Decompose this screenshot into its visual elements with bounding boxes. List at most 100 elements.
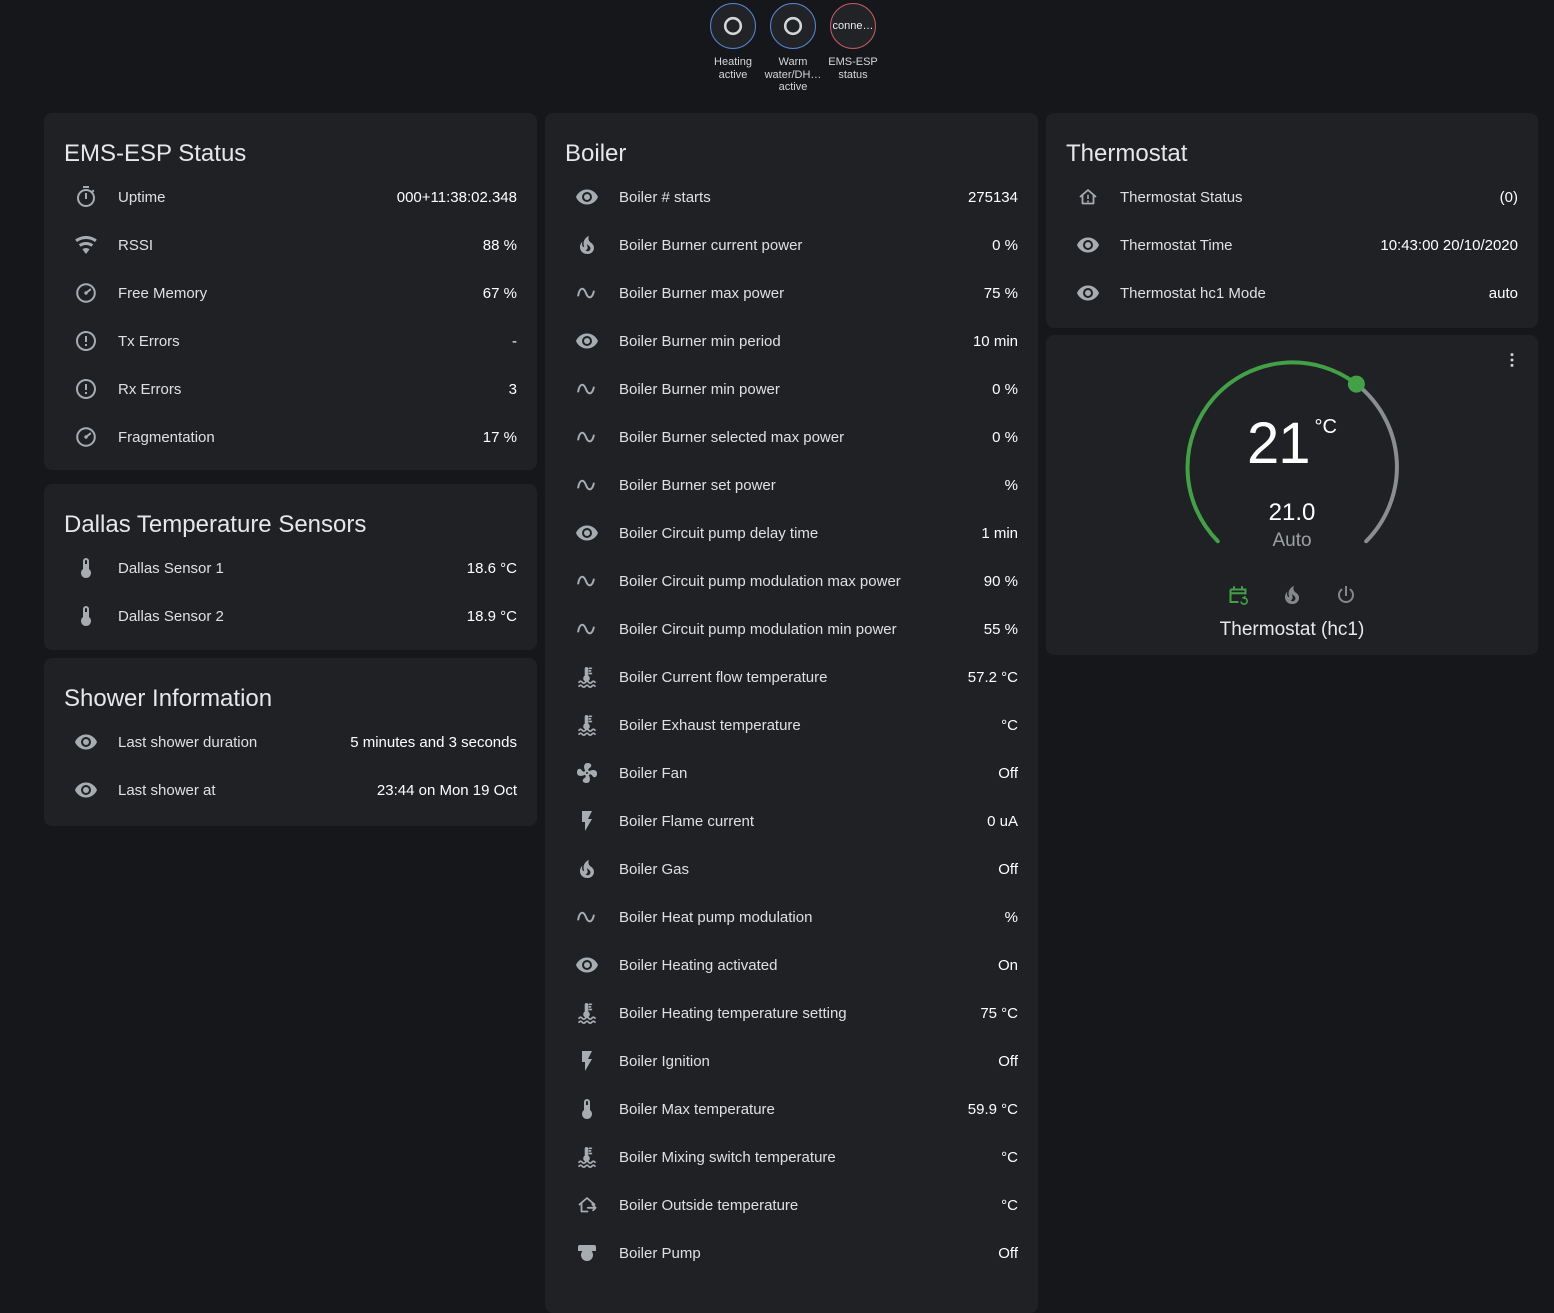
shower-information-card: Shower Information Last shower duration 5… [44, 658, 537, 826]
off-mode-button[interactable] [1334, 583, 1358, 607]
entity-row[interactable]: Boiler Heating activated On [565, 941, 1018, 989]
entity-row[interactable]: Boiler Current flow temperature 57.2 °C [565, 653, 1018, 701]
gauge-icon [74, 425, 98, 449]
dial-knob[interactable] [1347, 375, 1365, 393]
entity-label: RSSI [118, 236, 154, 254]
entity-row[interactable]: Dallas Sensor 2 18.9 °C [64, 592, 517, 640]
entity-label: Boiler # starts [619, 188, 711, 206]
column-right: Thermostat Thermostat Status (0) Thermosta… [1046, 113, 1538, 1313]
eye-icon [575, 521, 599, 545]
entity-value: 17 % [482, 428, 517, 446]
entity-label: Boiler Current flow temperature [619, 668, 828, 686]
entity-row[interactable]: Boiler Burner selected max power 0 % [565, 413, 1018, 461]
thermometer-icon [74, 556, 98, 580]
power-icon [1334, 583, 1358, 607]
fire-icon [575, 857, 599, 881]
entity-row[interactable]: Boiler Burner min power 0 % [565, 365, 1018, 413]
entity-label: Boiler Max temperature [619, 1100, 775, 1118]
entity-row[interactable]: Last shower duration 5 minutes and 3 seco… [64, 718, 517, 766]
entity-row[interactable]: Boiler Ignition Off [565, 1037, 1018, 1085]
entity-row[interactable]: Boiler Burner set power% [565, 461, 1018, 509]
entity-row[interactable]: Boiler # starts 275134 [565, 173, 1018, 221]
thermostat-status-card: Thermostat Thermostat Status (0) Thermosta… [1046, 113, 1538, 328]
entity-row[interactable]: Boiler Max temperature 59.9 °C [565, 1085, 1018, 1133]
entity-row[interactable]: Boiler Circuit pump delay time 1 min [565, 509, 1018, 557]
entity-row[interactable]: Boiler Heating temperature setting 75 °C [565, 989, 1018, 1037]
entity-row[interactable]: Boiler Circuit pump modulation min power… [565, 605, 1018, 653]
fan-icon [575, 761, 599, 785]
entity-value: 5 minutes and 3 seconds [350, 733, 517, 751]
sine-wave-icon [575, 617, 599, 641]
entity-row[interactable]: Boiler Burner min period 10 min [565, 317, 1018, 365]
dashboard-columns: EMS-ESP Status Uptime 000+11:38:02.348 RSS… [44, 113, 1538, 1313]
thermostat-dial[interactable] [1167, 347, 1417, 582]
entity-row[interactable]: Boiler Pump Off [565, 1229, 1018, 1277]
entity-label: Boiler Burner current power [619, 236, 803, 254]
card-title: Boiler [565, 140, 627, 167]
badge-circle [770, 3, 816, 49]
card-title: Shower Information [64, 685, 273, 712]
boiler-card: Boiler Boiler # starts 275134 Boiler Burne… [545, 113, 1038, 1313]
entity-row[interactable]: Boiler Outside temperature °C [565, 1181, 1018, 1229]
entity-value: 3 [508, 380, 517, 398]
entity-label: Boiler Burner set power [619, 476, 776, 494]
entity-row[interactable]: Boiler Circuit pump modulation max power… [565, 557, 1018, 605]
entity-row[interactable]: Uptime 000+11:38:02.348 [64, 173, 517, 221]
entity-row[interactable]: Boiler Flame current 0 uA [565, 797, 1018, 845]
entity-value: Off [998, 860, 1018, 878]
entity-row[interactable]: Boiler Fan Off [565, 749, 1018, 797]
entity-label: Last shower at [118, 781, 216, 799]
entity-row[interactable]: Boiler Burner current power 0 % [565, 221, 1018, 269]
entity-row[interactable]: Free Memory 67 % [64, 269, 517, 317]
entity-row[interactable]: Fragmentation 17 % [64, 413, 517, 461]
entity-row[interactable]: Boiler Mixing switch temperature °C [565, 1133, 1018, 1181]
entity-label: Boiler Circuit pump delay time [619, 524, 819, 542]
pump-icon [575, 1241, 599, 1265]
entity-value: Off [998, 764, 1018, 782]
dial-track [1354, 382, 1399, 544]
entity-value: % [1004, 476, 1018, 494]
entity-row[interactable]: Boiler Heat pump modulation% [565, 893, 1018, 941]
entity-value: 75 °C [980, 1004, 1018, 1022]
entity-row[interactable]: Thermostat hc1 Mode auto [1066, 269, 1518, 317]
entity-value: Off [998, 1052, 1018, 1070]
entity-label: Boiler Exhaust temperature [619, 716, 801, 734]
entity-row[interactable]: Last shower at 23:44 on Mon 19 Oct [64, 766, 517, 814]
radiobox-blank-icon [780, 13, 806, 39]
eye-icon [74, 730, 98, 754]
card-title: EMS-ESP Status [64, 140, 247, 167]
entity-value: 000+11:38:02.348 [396, 188, 517, 206]
entity-row[interactable]: Boiler Exhaust temperature °C [565, 701, 1018, 749]
more-options-button[interactable] [1502, 349, 1522, 371]
entity-row[interactable]: RSSI 88 % [64, 221, 517, 269]
heat-mode-button[interactable] [1280, 583, 1304, 607]
coolant-icon [575, 713, 599, 737]
entity-label: Boiler Heating temperature setting [619, 1004, 847, 1022]
target-temperature: 21.0 [1268, 499, 1316, 526]
coolant-icon [575, 1145, 599, 1169]
entity-value: 18.9 °C [466, 607, 517, 625]
badge-warm-water-active[interactable]: Warm water/DH… active [764, 3, 822, 94]
entity-row[interactable]: Tx Errors - [64, 317, 517, 365]
entity-row[interactable]: Thermostat Time 10:43:00 20/10/2020 [1066, 221, 1518, 269]
badge-ems-esp-status[interactable]: conne… EMS-ESP status [824, 3, 882, 94]
entity-row[interactable]: Rx Errors 3 [64, 365, 517, 413]
current-temperature: 21 °C [1247, 411, 1337, 476]
entity-value: 88 % [482, 236, 517, 254]
card-title: Dallas Temperature Sensors [64, 511, 367, 538]
entity-label: Boiler Ignition [619, 1052, 710, 1070]
entity-value: °C [1001, 1148, 1018, 1166]
entity-label: Thermostat Time [1120, 236, 1233, 254]
dots-vertical-icon [1502, 349, 1522, 371]
entity-row[interactable]: Thermostat Status (0) [1066, 173, 1518, 221]
schedule-mode-button[interactable] [1226, 583, 1250, 607]
entity-value: 10 min [972, 332, 1018, 350]
fire-icon [575, 233, 599, 257]
badge-circle [710, 3, 756, 49]
entity-row[interactable]: Boiler Burner max power 75 % [565, 269, 1018, 317]
entity-value: auto [1488, 284, 1518, 302]
wifi-icon [74, 233, 98, 257]
badge-heating-active[interactable]: Heating active [704, 3, 762, 94]
entity-row[interactable]: Boiler Gas Off [565, 845, 1018, 893]
entity-row[interactable]: Dallas Sensor 1 18.6 °C [64, 544, 517, 592]
